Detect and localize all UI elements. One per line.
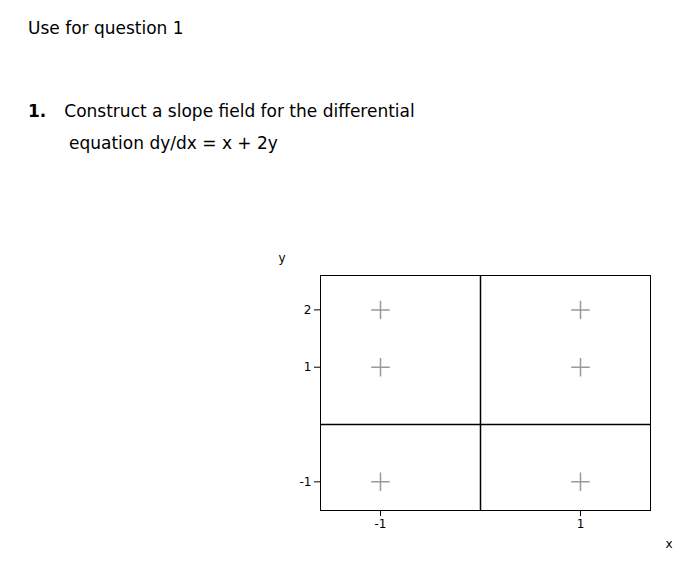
svg-text:1: 1	[577, 517, 585, 531]
html-text:Use for question 1: Use for question 1	[28, 18, 184, 38]
svg-text:x: x	[665, 537, 672, 551]
svg-text:y: y	[279, 251, 286, 265]
svg-text:-1: -1	[300, 475, 312, 489]
svg-text:1: 1	[304, 360, 312, 374]
html-text:1.: 1.	[28, 101, 47, 121]
svg-text:-1: -1	[375, 517, 387, 531]
html-text:Construct a slope field for th: Construct a slope field for the differen…	[64, 101, 415, 121]
html-text:equation dy/dx = x + 2y: equation dy/dx = x + 2y	[69, 133, 278, 154]
svg-text:2: 2	[304, 303, 312, 317]
